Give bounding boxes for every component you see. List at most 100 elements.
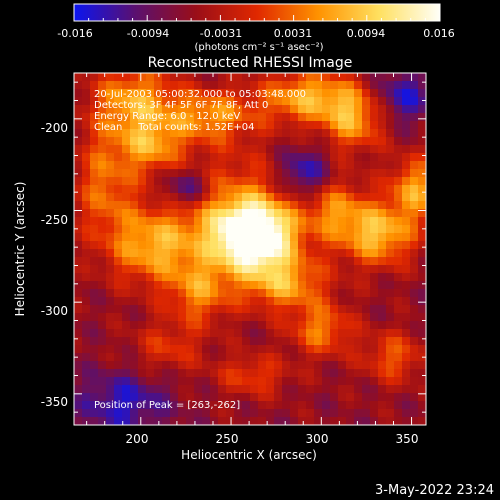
heatmap-cell [250, 289, 259, 298]
heatmap-cell [330, 217, 339, 226]
heatmap-cell [306, 417, 315, 425]
heatmap-cell [330, 161, 339, 170]
heatmap-cell [330, 73, 339, 82]
heatmap-cell [210, 201, 219, 210]
heatmap-cell [322, 345, 331, 354]
heatmap-cell [210, 81, 219, 90]
heatmap-cell [394, 233, 403, 242]
heatmap-cell [122, 161, 131, 170]
heatmap-cell [90, 361, 99, 370]
heatmap-cell [394, 217, 403, 226]
heatmap-cell [274, 121, 283, 130]
heatmap-cell [114, 385, 123, 394]
heatmap-cell [202, 241, 211, 250]
heatmap-cell [170, 169, 179, 178]
heatmap-cell [290, 249, 299, 258]
heatmap-cell [186, 153, 195, 162]
heatmap-cell [218, 313, 227, 322]
heatmap-cell [242, 289, 251, 298]
heatmap-cell [242, 321, 251, 330]
heatmap-cell [98, 305, 107, 314]
heatmap-cell [226, 273, 235, 282]
heatmap-cell [146, 113, 155, 122]
heatmap-cell [338, 153, 347, 162]
heatmap-cell [106, 121, 115, 130]
heatmap-cell [154, 329, 163, 338]
heatmap-cell [138, 209, 147, 218]
heatmap-cell [138, 417, 147, 425]
heatmap-cell [154, 161, 163, 170]
heatmap-cell [386, 145, 395, 154]
heatmap-cell [106, 273, 115, 282]
heatmap-cell [82, 193, 91, 202]
heatmap-cell [242, 105, 251, 114]
heatmap-cell [306, 249, 315, 258]
heatmap-cell [362, 257, 371, 266]
heatmap-cell [410, 153, 419, 162]
heatmap-cell [370, 137, 379, 146]
heatmap-cell [266, 161, 275, 170]
heatmap-cell [162, 377, 171, 386]
heatmap-cell [306, 153, 315, 162]
heatmap-cell [226, 281, 235, 290]
heatmap-cell [234, 257, 243, 266]
heatmap-cell [138, 345, 147, 354]
heatmap-cell [306, 129, 315, 138]
heatmap-cell [186, 201, 195, 210]
heatmap-cell [378, 321, 387, 330]
heatmap-cell [82, 281, 91, 290]
heatmap-cell [90, 217, 99, 226]
heatmap-cell [306, 209, 315, 218]
heatmap-cell [194, 209, 203, 218]
heatmap-cell [162, 233, 171, 242]
heatmap-cell [98, 121, 107, 130]
heatmap-cell [282, 377, 291, 386]
heatmap-cell [338, 81, 347, 90]
heatmap-cell [266, 113, 275, 122]
heatmap-cell [338, 249, 347, 258]
heatmap-cell [378, 201, 387, 210]
heatmap-cell [138, 361, 147, 370]
heatmap-cell [290, 297, 299, 306]
heatmap-cell [242, 273, 251, 282]
heatmap-cell [282, 121, 291, 130]
heatmap-cell [178, 185, 187, 194]
colorbar-ticks [73, 15, 441, 21]
heatmap-cell [290, 233, 299, 242]
heatmap-cell [178, 105, 187, 114]
heatmap-cell [154, 185, 163, 194]
heatmap-cell [82, 273, 91, 282]
heatmap-cell [282, 321, 291, 330]
heatmap-cell [338, 337, 347, 346]
heatmap-cell [258, 249, 267, 258]
heatmap-cell [258, 313, 267, 322]
heatmap-cell [346, 81, 355, 90]
heatmap-cell [378, 273, 387, 282]
heatmap-cell [386, 337, 395, 346]
heatmap-cell [90, 225, 99, 234]
heatmap-cell [386, 281, 395, 290]
heatmap-cell [322, 145, 331, 154]
heatmap-cell [418, 393, 426, 402]
heatmap-cell [362, 145, 371, 154]
heatmap-cell [82, 169, 91, 178]
heatmap-cell [282, 153, 291, 162]
heatmap-cell [170, 361, 179, 370]
heatmap-cell [314, 257, 323, 266]
heatmap-cell [330, 337, 339, 346]
heatmap-cell [274, 145, 283, 154]
heatmap-cell [98, 185, 107, 194]
heatmap-cell [122, 377, 131, 386]
heatmap-cell [130, 105, 139, 114]
heatmap-cell [210, 337, 219, 346]
heatmap-cell [210, 409, 219, 418]
heatmap-cell [226, 361, 235, 370]
heatmap-cell [146, 105, 155, 114]
heatmap-cell [386, 137, 395, 146]
heatmap-cell [290, 289, 299, 298]
heatmap-cell [106, 185, 115, 194]
heatmap-cell [290, 105, 299, 114]
heatmap-cell [178, 369, 187, 378]
heatmap-cell [346, 225, 355, 234]
heatmap-cell [354, 225, 363, 234]
